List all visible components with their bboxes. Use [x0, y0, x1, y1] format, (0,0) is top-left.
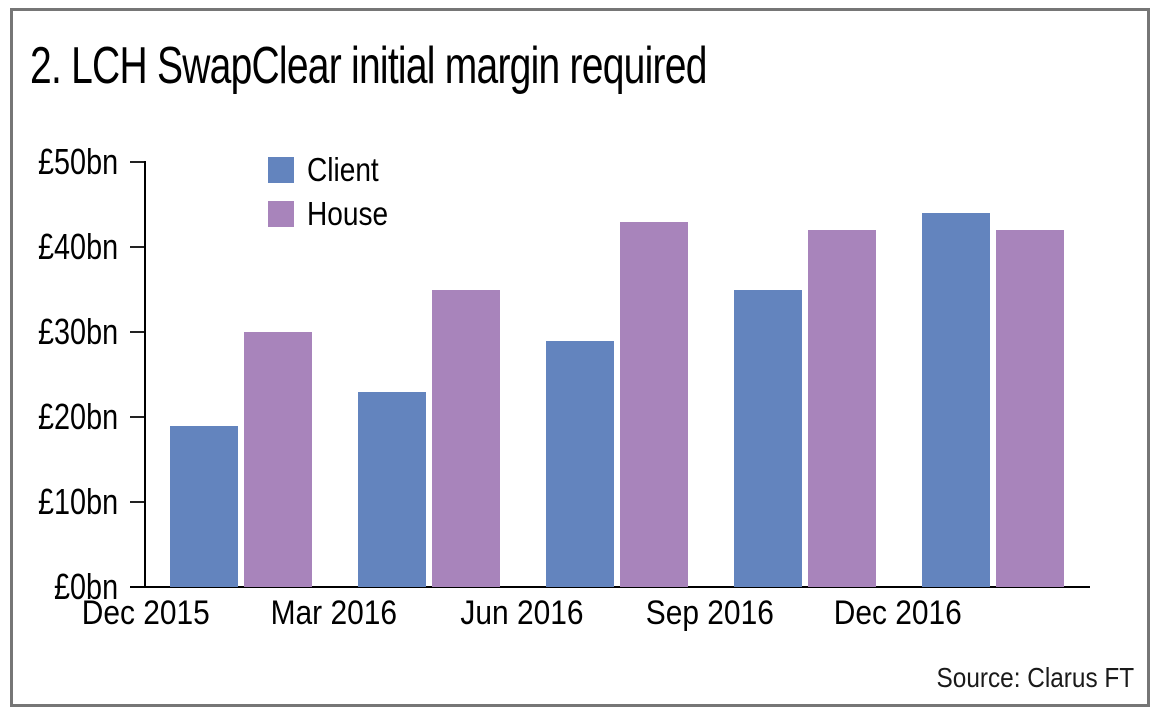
legend-item-client: Client — [268, 151, 402, 188]
legend-item-house: House — [268, 195, 402, 232]
x-axis-label: Mar 2016 — [270, 594, 398, 632]
legend-label-client: Client — [307, 151, 379, 188]
bar-house-dec-2016 — [996, 230, 1064, 587]
y-axis-tick-label: £0bn — [53, 566, 118, 607]
x-axis-label: Jun 2016 — [460, 594, 584, 632]
source-text: Source: Clarus FT — [936, 662, 1134, 693]
bar-house-jun-2016 — [620, 221, 688, 587]
source-note: Source: Clarus FT — [907, 662, 1134, 694]
bar-house-dec-2015 — [244, 332, 312, 587]
bar-client-dec-2015 — [170, 425, 238, 587]
x-axis-label: Sep 2016 — [645, 594, 775, 632]
bar-house-sep-2016 — [808, 230, 876, 587]
y-axis-tick — [130, 331, 145, 333]
y-axis-tick-label: £10bn — [37, 481, 118, 522]
y-axis-line — [144, 161, 146, 588]
y-axis-tick — [130, 161, 145, 163]
bar-house-mar-2016 — [432, 289, 500, 587]
legend-swatch-client — [268, 157, 294, 183]
legend-swatch-house — [268, 201, 294, 227]
chart-title-text: 2. LCH SwapClear initial margin required — [30, 37, 707, 95]
bar-client-mar-2016 — [358, 391, 426, 587]
bar-client-dec-2016 — [922, 213, 990, 587]
bar-client-jun-2016 — [546, 340, 614, 587]
y-axis-tick — [130, 416, 145, 418]
x-axis-label: Dec 2016 — [833, 594, 963, 632]
legend: Client House — [268, 151, 402, 243]
y-axis-tick-label: £50bn — [37, 141, 118, 182]
x-axis-line — [130, 586, 1090, 588]
legend-label-house: House — [307, 195, 389, 232]
y-axis-tick-label: £40bn — [37, 226, 118, 267]
y-axis-tick — [130, 501, 145, 503]
y-axis-tick — [130, 246, 145, 248]
x-axis-label: Dec 2015 — [81, 594, 211, 632]
y-axis-tick-label: £20bn — [37, 396, 118, 437]
bar-client-sep-2016 — [734, 289, 802, 587]
bar-series — [145, 162, 1090, 587]
chart-title: 2. LCH SwapClear initial margin required — [30, 36, 932, 96]
y-axis-tick-label: £30bn — [37, 311, 118, 352]
